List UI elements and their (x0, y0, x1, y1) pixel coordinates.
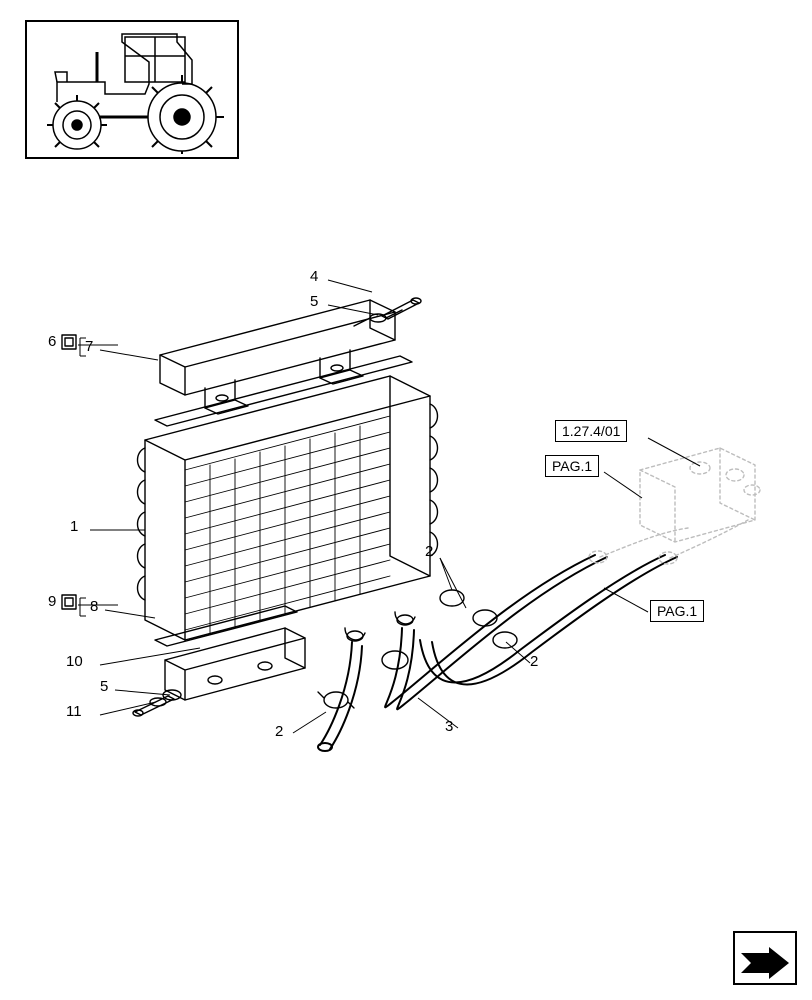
callout-1: 1 (70, 518, 78, 535)
callout-9: 9 (48, 593, 56, 610)
callout-4: 4 (310, 268, 318, 285)
callout-11: 11 (66, 703, 82, 720)
part-valve-ghost (589, 448, 760, 564)
callout-2c: 2 (275, 723, 283, 740)
ref-assembly: 1.27.4/01 (555, 420, 627, 442)
callout-5: 5 (310, 293, 318, 310)
callout-3: 3 (445, 718, 453, 735)
part-lower-seal (155, 606, 297, 646)
callout-6: 6 (48, 333, 56, 350)
part-hoses (318, 555, 677, 751)
callout-2b: 2 (530, 653, 538, 670)
diagram-canvas: 1 2 2 2 3 4 5 5 6 7 8 9 10 11 1.27.4/01 … (0, 0, 812, 1000)
part-radiator (138, 376, 438, 641)
callout-10: 10 (66, 653, 83, 670)
part-nut-9 (62, 595, 76, 609)
part-nut-6 (62, 335, 76, 349)
callout-2: 2 (425, 543, 433, 560)
exploded-view (0, 0, 812, 1000)
part-upper-seal (155, 356, 412, 426)
next-page-icon (733, 931, 797, 985)
ref-page-1a: PAG.1 (545, 455, 599, 477)
ref-page-1b: PAG.1 (650, 600, 704, 622)
leader-lines (78, 280, 700, 733)
callout-5b: 5 (100, 678, 108, 695)
part-lower-bracket (165, 628, 305, 700)
callout-8: 8 (90, 598, 98, 615)
callout-7: 7 (85, 338, 93, 355)
